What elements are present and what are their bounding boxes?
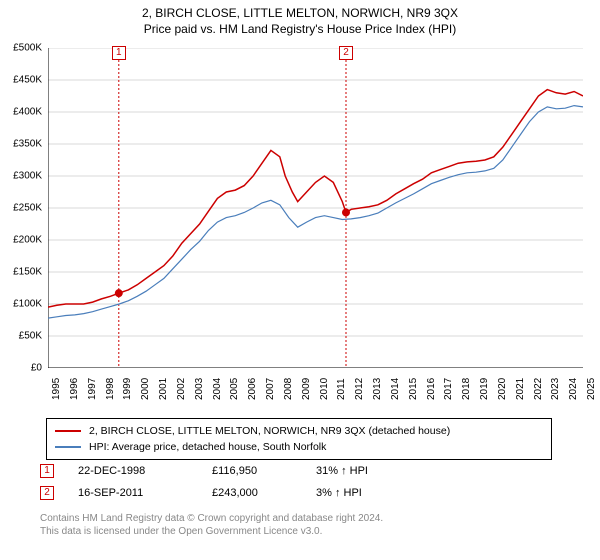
- legend: 2, BIRCH CLOSE, LITTLE MELTON, NORWICH, …: [46, 418, 552, 460]
- sale-price: £243,000: [212, 487, 292, 499]
- y-tick-label: £50K: [19, 331, 42, 342]
- x-tick-label: 2024: [568, 378, 579, 400]
- legend-swatch: [55, 446, 81, 448]
- legend-item: HPI: Average price, detached house, Sout…: [55, 439, 543, 455]
- x-tick-label: 2020: [497, 378, 508, 400]
- legend-label: HPI: Average price, detached house, Sout…: [89, 441, 326, 453]
- x-tick-label: 2015: [408, 378, 419, 400]
- y-axis-labels: £0£50K£100K£150K£200K£250K£300K£350K£400…: [0, 48, 46, 368]
- sale-delta: 31% ↑ HPI: [316, 465, 406, 477]
- sale-date: 22-DEC-1998: [78, 465, 188, 477]
- y-tick-label: £400K: [13, 107, 42, 118]
- chart-svg: [48, 48, 583, 368]
- footer-line-2: This data is licensed under the Open Gov…: [40, 525, 383, 538]
- x-tick-label: 2023: [550, 378, 561, 400]
- x-tick-label: 1997: [87, 378, 98, 400]
- x-tick-label: 2007: [265, 378, 276, 400]
- x-tick-label: 2013: [372, 378, 383, 400]
- x-tick-label: 2006: [247, 378, 258, 400]
- sale-marker: 1: [40, 464, 54, 478]
- sale-row: 2 16-SEP-2011 £243,000 3% ↑ HPI: [40, 482, 406, 504]
- y-tick-label: £350K: [13, 139, 42, 150]
- y-tick-label: £0: [31, 363, 42, 374]
- y-tick-label: £200K: [13, 235, 42, 246]
- x-axis-labels: 1995 1996 1997 1998 1999 2000 2001 2002 2003 2004…: [48, 370, 583, 410]
- x-tick-label: 2019: [479, 378, 490, 400]
- legend-label: 2, BIRCH CLOSE, LITTLE MELTON, NORWICH, …: [89, 425, 450, 437]
- sale-row: 1 22-DEC-1998 £116,950 31% ↑ HPI: [40, 460, 406, 482]
- y-tick-label: £500K: [13, 43, 42, 54]
- x-tick-label: 2018: [461, 378, 472, 400]
- x-tick-label: 2000: [140, 378, 151, 400]
- chart-title: 2, BIRCH CLOSE, LITTLE MELTON, NORWICH, …: [0, 6, 600, 20]
- x-tick-label: 1999: [122, 378, 133, 400]
- x-tick-label: 2016: [426, 378, 437, 400]
- chart-marker-1: 1: [112, 46, 126, 60]
- chart-subtitle: Price paid vs. HM Land Registry's House …: [0, 22, 600, 36]
- y-tick-label: £450K: [13, 75, 42, 86]
- x-tick-label: 2021: [515, 378, 526, 400]
- sale-price: £116,950: [212, 465, 292, 477]
- y-tick-label: £150K: [13, 267, 42, 278]
- x-tick-label: 1998: [105, 378, 116, 400]
- x-tick-label: 2001: [158, 378, 169, 400]
- x-tick-label: 2014: [390, 378, 401, 400]
- x-tick-label: 2012: [354, 378, 365, 400]
- x-tick-label: 2025: [586, 378, 597, 400]
- y-tick-label: £250K: [13, 203, 42, 214]
- x-tick-label: 2022: [533, 378, 544, 400]
- x-tick-label: 2005: [229, 378, 240, 400]
- x-tick-label: 2004: [212, 378, 223, 400]
- sale-date: 16-SEP-2011: [78, 487, 188, 499]
- y-tick-label: £300K: [13, 171, 42, 182]
- x-tick-label: 1995: [51, 378, 62, 400]
- x-tick-label: 2017: [443, 378, 454, 400]
- footer-attribution: Contains HM Land Registry data © Crown c…: [40, 512, 383, 538]
- chart-marker-2: 2: [339, 46, 353, 60]
- legend-swatch: [55, 430, 81, 432]
- x-tick-label: 2003: [194, 378, 205, 400]
- x-tick-label: 2011: [336, 378, 347, 400]
- x-tick-label: 1996: [69, 378, 80, 400]
- footer-line-1: Contains HM Land Registry data © Crown c…: [40, 512, 383, 525]
- sale-marker: 2: [40, 486, 54, 500]
- chart-plot-area: 12: [48, 48, 583, 368]
- x-tick-label: 2009: [301, 378, 312, 400]
- x-tick-label: 2002: [176, 378, 187, 400]
- legend-item: 2, BIRCH CLOSE, LITTLE MELTON, NORWICH, …: [55, 423, 543, 439]
- y-tick-label: £100K: [13, 299, 42, 310]
- sales-table: 1 22-DEC-1998 £116,950 31% ↑ HPI 2 16-SEP-201…: [40, 460, 406, 504]
- x-tick-label: 2010: [319, 378, 330, 400]
- x-tick-label: 2008: [283, 378, 294, 400]
- sale-delta: 3% ↑ HPI: [316, 487, 406, 499]
- chart-title-block: 2, BIRCH CLOSE, LITTLE MELTON, NORWICH, …: [0, 0, 600, 36]
